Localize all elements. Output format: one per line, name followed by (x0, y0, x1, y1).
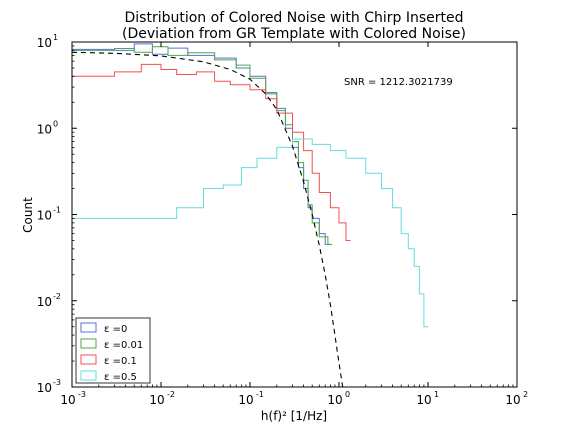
legend-label: ε =0.1 (104, 356, 137, 367)
legend-swatch (80, 354, 97, 365)
x-tick-label: 10 (416, 393, 431, 407)
legend-swatch (80, 322, 97, 333)
chart-title: Distribution of Colored Noise with Chirp… (125, 10, 464, 26)
x-tick-label: 10 (327, 393, 342, 407)
x-tick-exponent: -1 (256, 390, 264, 399)
snr-annotation: SNR = 1212.3021739 (344, 77, 453, 88)
x-axis: 10 -3 10 -2 10 -1 10 0 10 1 10 2 (60, 42, 528, 407)
y-tick-exponent: -2 (53, 292, 61, 301)
series-line-1 (72, 46, 333, 245)
y-tick-exponent: 1 (53, 33, 58, 42)
x-tick-exponent: 2 (523, 390, 528, 399)
x-tick-label: 10 (60, 393, 75, 407)
legend: ε =0 ε =0.01 ε =0.1 ε =0.5 (75, 317, 151, 384)
chart-subtitle: (Deviation from GR Template with Colored… (122, 26, 466, 42)
y-tick-label: 10 (37, 36, 52, 50)
legend-swatch (80, 338, 97, 349)
x-tick-label: 10 (149, 393, 164, 407)
x-tick-exponent: -3 (78, 390, 86, 399)
x-tick-exponent: 0 (345, 390, 350, 399)
y-axis-label: Count (21, 197, 35, 233)
y-tick-label: 10 (37, 122, 52, 136)
fit-curve-line (71, 51, 344, 388)
legend-label: ε =0.01 (104, 340, 143, 351)
legend-box (75, 317, 151, 384)
legend-label: ε =0 (104, 324, 127, 335)
y-tick-label: 10 (37, 209, 52, 223)
y-tick-exponent: 0 (53, 119, 58, 128)
x-axis-label: h(f)² [1/Hz] (261, 409, 327, 423)
x-tick-exponent: -2 (167, 390, 175, 399)
legend-swatch (80, 370, 97, 381)
y-tick-label: 10 (37, 381, 52, 395)
y-tick-exponent: -3 (53, 378, 61, 387)
x-tick-label: 10 (238, 393, 253, 407)
series-layer (71, 43, 429, 388)
legend-label: ε =0.5 (104, 372, 137, 383)
x-tick-exponent: 1 (434, 390, 439, 399)
y-tick-label: 10 (37, 295, 52, 309)
series-line-2 (72, 63, 351, 241)
x-tick-label: 10 (505, 393, 520, 407)
y-tick-exponent: -1 (53, 206, 61, 215)
series-line-0 (72, 43, 330, 245)
series-line-3 (72, 138, 429, 328)
